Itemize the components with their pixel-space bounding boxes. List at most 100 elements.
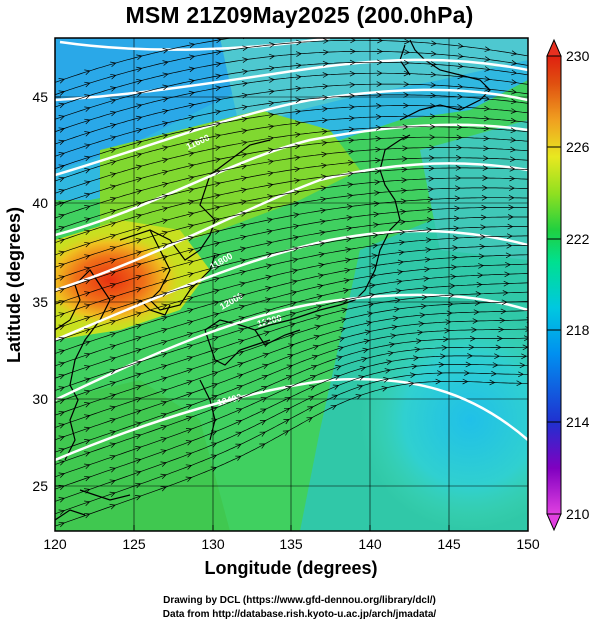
- wind-arrow: [334, 374, 341, 381]
- streamline: [55, 50, 528, 108]
- wind-arrow: [320, 185, 327, 192]
- wind-arrow: [474, 300, 481, 306]
- wind-arrow: [58, 189, 65, 195]
- wind-arrow: [268, 112, 275, 118]
- wind-arrow: [319, 241, 326, 247]
- wind-arrow: [210, 442, 218, 448]
- wind-arrow: [266, 252, 273, 258]
- wind-arrow: [215, 97, 222, 103]
- colorbar-tick-label: 230: [566, 48, 590, 64]
- wind-arrow: [400, 198, 407, 205]
- wind-arrow: [135, 360, 142, 366]
- wind-arrow: [241, 116, 248, 123]
- wind-arrow: [399, 219, 406, 225]
- wind-arrow: [215, 109, 222, 115]
- wind-arrow: [336, 355, 343, 361]
- streamline: [55, 364, 528, 502]
- wind-arrow: [162, 121, 169, 127]
- wind-arrow: [408, 380, 415, 387]
- wind-arrow: [438, 361, 445, 368]
- wind-arrow: [510, 88, 518, 95]
- wind-arrow: [185, 440, 193, 446]
- wind-arrow: [505, 252, 512, 259]
- wind-arrow: [472, 318, 479, 324]
- wind-arrow: [415, 338, 422, 344]
- wind-arrow: [501, 299, 508, 306]
- x-tick-label: 120: [43, 536, 67, 552]
- wind-arrow: [109, 295, 117, 301]
- wind-arrow: [188, 102, 195, 109]
- wind-arrow: [236, 373, 244, 379]
- wind-arrow: [58, 361, 65, 367]
- wind-arrow: [295, 62, 302, 69]
- wind-arrow: [136, 127, 143, 134]
- wind-arrow: [348, 126, 355, 133]
- wind-arrow: [188, 66, 196, 73]
- wind-arrow: [58, 373, 65, 380]
- wind-arrow: [109, 282, 117, 289]
- wind-arrow: [341, 307, 348, 314]
- wind-arrow: [481, 194, 488, 201]
- wind-arrow: [457, 63, 464, 70]
- wind-arrow: [135, 250, 143, 256]
- streamline: [55, 39, 528, 96]
- wind-arrow: [402, 145, 409, 152]
- wind-arrow: [510, 146, 517, 153]
- wind-arrow: [211, 418, 218, 424]
- wind-arrow: [58, 102, 65, 109]
- wind-arrow: [211, 382, 219, 389]
- wind-arrow: [484, 86, 491, 92]
- wind-arrow: [135, 213, 143, 220]
- wind-arrow: [331, 394, 339, 400]
- wind-arrow: [499, 317, 506, 324]
- wind-arrow: [507, 214, 514, 220]
- wind-arrow: [350, 48, 356, 55]
- wind-arrow: [135, 225, 143, 232]
- wind-arrow: [505, 261, 512, 268]
- wind-arrow: [84, 377, 91, 383]
- wind-arrow: [160, 473, 167, 480]
- wind-arrow: [476, 281, 483, 288]
- wind-arrow: [291, 268, 299, 274]
- wind-arrow: [342, 297, 349, 304]
- wind-arrow: [241, 104, 248, 111]
- wind-arrow: [402, 124, 409, 130]
- streamline: [55, 282, 528, 391]
- wind-arrow: [240, 211, 247, 217]
- wind-arrow: [417, 329, 424, 336]
- wind-arrow: [266, 229, 273, 235]
- wind-arrow: [348, 148, 355, 155]
- wind-arrow: [212, 347, 219, 353]
- wind-arrow: [498, 326, 505, 333]
- wind-arrow: [109, 368, 117, 375]
- wind-arrow: [402, 134, 409, 141]
- wind-arrow: [135, 152, 143, 158]
- wind-arrow: [490, 370, 497, 377]
- wind-arrow: [214, 121, 222, 127]
- streamline: [55, 94, 528, 157]
- wind-arrow: [423, 276, 430, 282]
- x-tick-label: 135: [279, 536, 303, 552]
- wind-arrow: [403, 49, 410, 55]
- wind-arrow: [264, 319, 271, 325]
- wind-arrow: [84, 168, 91, 174]
- streamline: [55, 207, 528, 293]
- wind-arrow: [266, 240, 273, 247]
- wind-arrow: [185, 452, 193, 458]
- wind-arrow: [58, 226, 65, 232]
- wind-arrow: [372, 222, 380, 228]
- x-tick-label: 125: [122, 536, 146, 552]
- wind-arrow: [214, 157, 221, 163]
- wind-arrow: [457, 53, 464, 59]
- wind-arrow: [109, 381, 117, 387]
- wind-arrow: [457, 43, 464, 49]
- wind-arrow: [398, 239, 406, 246]
- wind-arrow: [387, 350, 394, 357]
- wind-arrow: [214, 133, 222, 139]
- wind-arrow: [319, 230, 326, 236]
- wind-arrow: [109, 344, 117, 350]
- wind-arrow: [267, 135, 275, 142]
- wind-arrow: [268, 65, 275, 72]
- wind-arrow: [309, 385, 316, 391]
- y-tick-label: 45: [32, 89, 48, 105]
